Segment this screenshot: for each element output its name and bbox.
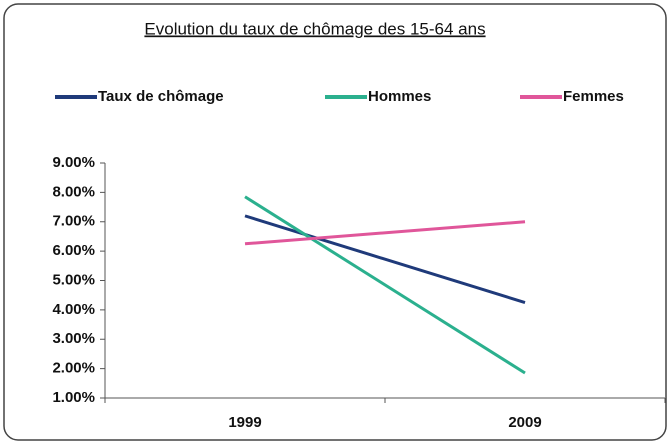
y-tick-label: 4.00%	[52, 301, 95, 318]
y-tick-label: 5.00%	[52, 271, 95, 288]
legend-label: Taux de chômage	[98, 88, 224, 105]
x-tick-label: 1999	[228, 414, 261, 431]
legend-label: Hommes	[368, 88, 431, 105]
series-line	[244, 214, 526, 304]
chart-border	[3, 3, 667, 441]
y-tick-label: 8.00%	[52, 183, 95, 200]
y-tick-label: 7.00%	[52, 213, 95, 230]
x-tick-label: 2009	[508, 414, 541, 431]
y-tick-label: 9.00%	[52, 154, 95, 171]
series-line	[244, 220, 526, 246]
legend-label: Femmes	[563, 88, 624, 105]
y-tick-label: 3.00%	[52, 330, 95, 347]
y-tick-label: 6.00%	[52, 242, 95, 259]
series-line	[244, 195, 526, 375]
chart-title: Evolution du taux de chômage des 15-64 a…	[144, 19, 485, 38]
y-tick-label: 2.00%	[52, 360, 95, 377]
y-tick-label: 1.00%	[52, 389, 95, 406]
